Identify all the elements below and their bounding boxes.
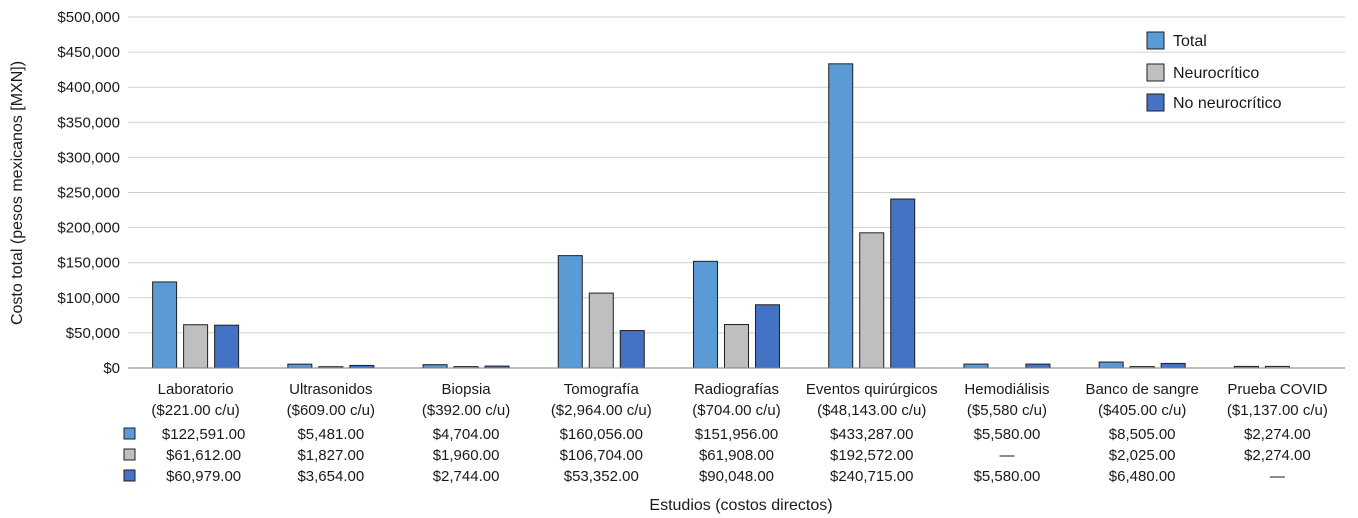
y-tick-label: $200,000 (57, 220, 120, 237)
bar (1025, 363, 1051, 369)
y-tick-label: $50,000 (66, 325, 120, 342)
y-axis-label: Costo total (pesos mexicanos [MXN]) (9, 61, 26, 325)
bar (588, 292, 614, 369)
table-cell: $61,612.00 (166, 447, 241, 464)
bar (557, 255, 583, 369)
category-name: Laboratorio (158, 381, 234, 398)
category-unit-cost: ($392.00 c/u) (422, 402, 510, 419)
table-cell: $240,715.00 (830, 468, 913, 485)
table-cell: $5,481.00 (297, 426, 364, 443)
y-tick-label: $0 (103, 360, 120, 377)
category-unit-cost: ($5,580 c/u) (967, 402, 1047, 419)
bar (755, 304, 780, 369)
table-cell: $122,591.00 (162, 426, 245, 443)
table-series-key (123, 427, 136, 440)
category-unit-cost: ($405.00 c/u) (1098, 402, 1186, 419)
legend-label: Neurocrítico (1173, 65, 1259, 82)
bar (1160, 362, 1186, 369)
y-tick-label: $300,000 (57, 149, 120, 166)
category-name: Eventos quirúrgicos (806, 381, 938, 398)
legend-swatch (1146, 63, 1165, 82)
legend: Total Neurocrítico No neurocrítico (1146, 31, 1282, 112)
bar (1098, 361, 1124, 369)
category-name: Hemodiálisis (964, 381, 1049, 398)
category-unit-cost: ($221.00 c/u) (151, 402, 239, 419)
table-cell: $90,048.00 (699, 468, 774, 485)
category-name: Prueba COVID (1227, 381, 1327, 398)
table-cell: $8,505.00 (1109, 426, 1176, 443)
table-cell: $5,580.00 (974, 468, 1041, 485)
data-table: $122,591.00 $5,481.00 $4,704.00 $160,056.00… (123, 426, 1311, 485)
y-tick-label: $150,000 (57, 255, 120, 272)
bar (724, 324, 749, 369)
table-cell: $1,960.00 (433, 447, 500, 464)
bar (693, 260, 718, 369)
table-cell: $60,979.00 (166, 468, 241, 485)
y-axis-ticks: $0 $50,000 $100,000 $150,000 $200,000 $250,00… (57, 9, 120, 377)
bar (828, 63, 854, 369)
table-cell: $53,352.00 (564, 468, 639, 485)
bars (152, 63, 1290, 369)
table-cell: $5,580.00 (974, 426, 1041, 443)
y-tick-label: $250,000 (57, 185, 120, 202)
category-unit-cost: ($48,143.00 c/u) (817, 402, 926, 419)
legend-swatch (1146, 93, 1165, 112)
table-cell: $160,056.00 (560, 426, 643, 443)
table-cell: $433,287.00 (830, 426, 913, 443)
table-cell: $4,704.00 (433, 426, 500, 443)
bar (859, 232, 885, 369)
category-name: Tomografía (564, 381, 640, 398)
category-unit-cost: ($1,137.00 c/u) (1227, 402, 1328, 419)
category-name: Ultrasonidos (289, 381, 372, 398)
table-cell: $2,744.00 (433, 468, 500, 485)
y-tick-label: $400,000 (57, 79, 120, 96)
category-name: Banco de sangre (1085, 381, 1198, 398)
category-name: Radiografías (694, 381, 779, 398)
table-cell: $2,025.00 (1109, 447, 1176, 464)
legend-label: No neurocrítico (1173, 95, 1282, 112)
bar (890, 198, 916, 369)
table-cell: $192,572.00 (830, 447, 913, 464)
bar (287, 363, 313, 369)
table-cell: $3,654.00 (297, 468, 364, 485)
table-cell: $61,908.00 (699, 447, 774, 464)
category-name: Biopsia (441, 381, 491, 398)
category-unit-cost: ($704.00 c/u) (692, 402, 780, 419)
y-tick-label: $500,000 (57, 9, 120, 26)
table-cell: $1,827.00 (297, 447, 364, 464)
bar (214, 324, 240, 369)
table-series-key (123, 448, 136, 461)
y-tick-label: $350,000 (57, 114, 120, 131)
table-cell: $2,274.00 (1244, 426, 1311, 443)
bar (152, 281, 178, 369)
table-cell: $2,274.00 (1244, 447, 1311, 464)
legend-swatch (1146, 31, 1165, 50)
legend-label: Total (1173, 33, 1207, 50)
y-tick-label: $100,000 (57, 290, 120, 307)
grid-lines (128, 16, 1345, 334)
bar (183, 324, 209, 369)
table-cell: $106,704.00 (560, 447, 643, 464)
y-tick-label: $450,000 (57, 44, 120, 61)
x-axis-label: Estudios (costos directos) (649, 497, 832, 514)
category-labels: Laboratorio ($221.00 c/u) Ultrasonidos ($60… (151, 381, 1327, 419)
bar (619, 330, 645, 369)
table-series-key (123, 469, 136, 482)
table-cell: $6,480.00 (1109, 468, 1176, 485)
table-cell: — (1270, 468, 1285, 485)
category-unit-cost: ($2,964.00 c/u) (551, 402, 652, 419)
table-cell: — (999, 447, 1014, 464)
table-cell: $151,956.00 (695, 426, 778, 443)
bar (963, 363, 989, 369)
category-unit-cost: ($609.00 c/u) (287, 402, 375, 419)
